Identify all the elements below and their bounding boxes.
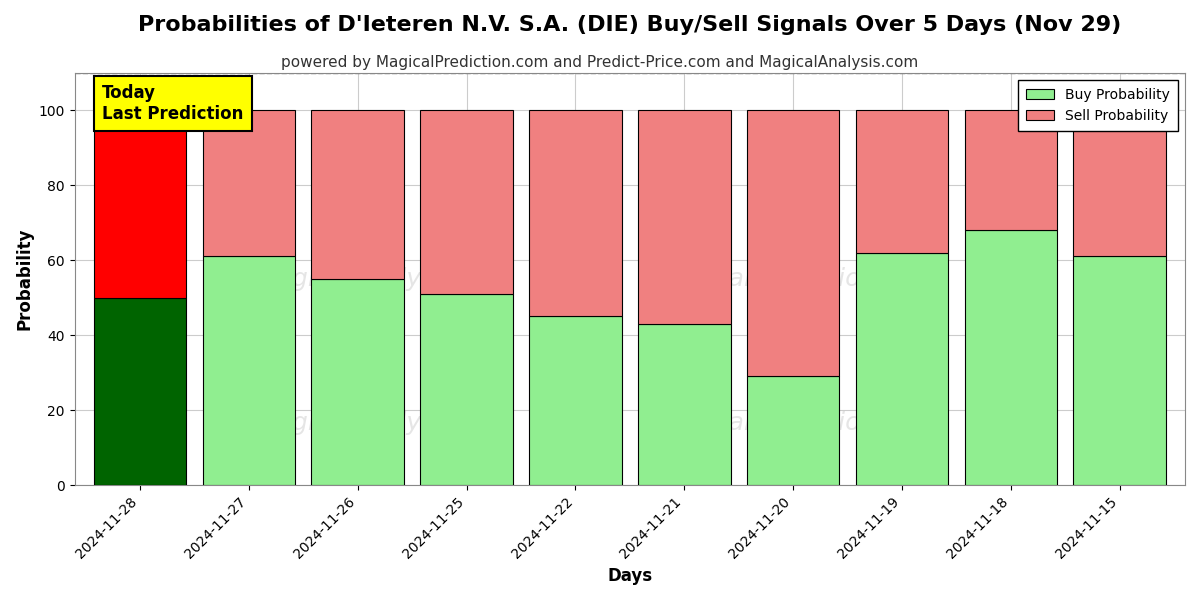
- Bar: [94, 110, 186, 298]
- Text: MagicalAnalysis.com: MagicalAnalysis.com: [256, 267, 516, 291]
- Text: powered by MagicalPrediction.com and Predict-Price.com and MagicalAnalysis.com: powered by MagicalPrediction.com and Pre…: [281, 55, 919, 70]
- Title: Probabilities of D'Ieteren N.V. S.A. (DIE) Buy/Sell Signals Over 5 Days (Nov 29): Probabilities of D'Ieteren N.V. S.A. (DI…: [138, 15, 1122, 35]
- Text: MagicalPrediction.com: MagicalPrediction.com: [655, 411, 937, 435]
- Text: MagicalPrediction.com: MagicalPrediction.com: [655, 267, 937, 291]
- Bar: [203, 256, 295, 485]
- Bar: [1074, 110, 1166, 256]
- Bar: [856, 253, 948, 485]
- Bar: [529, 110, 622, 316]
- Bar: [746, 110, 839, 376]
- Bar: [638, 324, 731, 485]
- Text: MagicalAnalysis.com: MagicalAnalysis.com: [256, 411, 516, 435]
- Legend: Buy Probability, Sell Probability: Buy Probability, Sell Probability: [1018, 80, 1178, 131]
- Bar: [746, 376, 839, 485]
- Bar: [312, 110, 404, 279]
- X-axis label: Days: Days: [607, 567, 653, 585]
- Bar: [420, 110, 512, 294]
- Bar: [638, 110, 731, 324]
- Bar: [856, 110, 948, 253]
- Bar: [94, 298, 186, 485]
- Bar: [420, 294, 512, 485]
- Y-axis label: Probability: Probability: [16, 227, 34, 330]
- Bar: [529, 316, 622, 485]
- Bar: [312, 279, 404, 485]
- Bar: [1074, 256, 1166, 485]
- Text: Today
Last Prediction: Today Last Prediction: [102, 84, 244, 123]
- Bar: [965, 110, 1057, 230]
- Bar: [965, 230, 1057, 485]
- Bar: [203, 110, 295, 256]
